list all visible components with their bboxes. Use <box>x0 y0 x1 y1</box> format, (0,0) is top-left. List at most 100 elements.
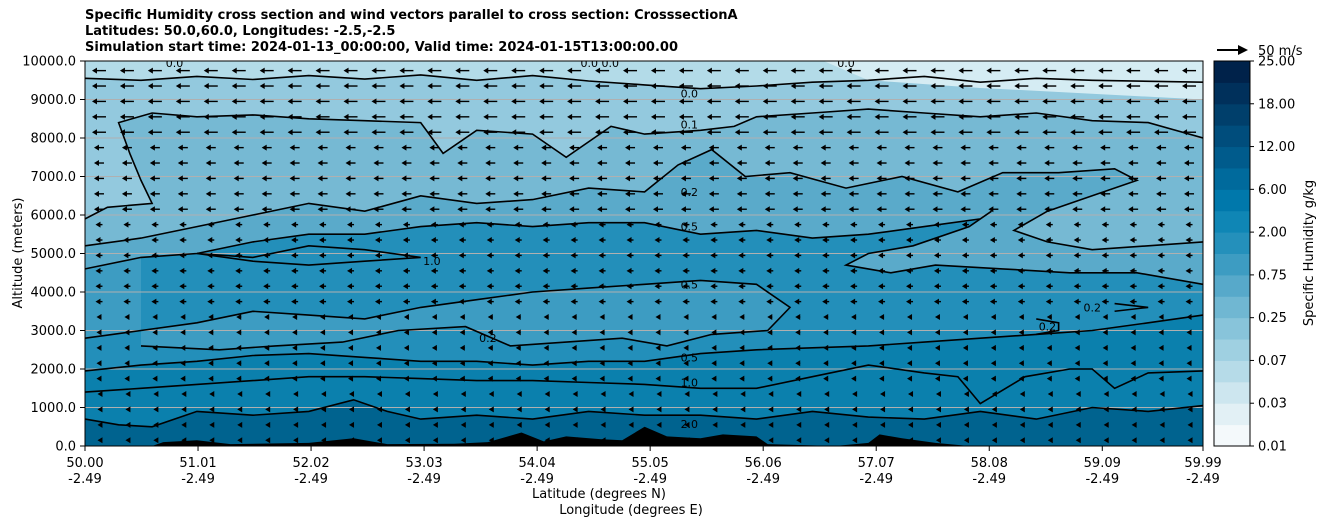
wind-arrow-head <box>430 283 436 290</box>
wind-arrow-head <box>850 267 856 274</box>
wind-arrow-head <box>597 175 603 182</box>
x-tick-lon-0: -2.49 <box>68 472 102 487</box>
wind-arrow <box>878 237 886 244</box>
wind-arrow <box>345 144 356 151</box>
wind-arrow <box>736 175 747 182</box>
wind-arrow <box>373 160 384 167</box>
wind-arrow <box>1129 221 1137 228</box>
wind-arrow-head <box>291 221 297 228</box>
wind-arrow <box>233 190 244 197</box>
wind-arrow-head <box>1126 129 1132 136</box>
wind-arrow-head <box>876 206 882 213</box>
wind-arrow-head <box>878 298 884 305</box>
wind-arrow <box>597 175 608 182</box>
wind-arrow <box>766 237 774 244</box>
wind-arrow-head <box>1101 237 1107 244</box>
wind-arrow <box>486 267 494 274</box>
wind-arrow-head <box>822 252 828 259</box>
wind-arrow <box>625 175 636 182</box>
wind-arrow-head <box>315 129 321 136</box>
wind-arrow-head <box>511 67 517 74</box>
wind-arrow-head <box>236 314 242 321</box>
wind-arrow-head <box>513 175 519 182</box>
wind-arrow-head <box>989 298 995 305</box>
wind-arrow <box>1154 129 1169 136</box>
wind-arrow-head <box>822 237 828 244</box>
wind-arrow <box>822 283 830 290</box>
band-2 <box>85 61 790 350</box>
wind-arrow-head <box>848 206 854 213</box>
wind-arrow <box>1045 221 1053 228</box>
wind-arrow <box>177 190 188 197</box>
wind-arrow-head <box>1070 67 1076 74</box>
wind-arrow-head <box>1182 83 1188 90</box>
wind-arrow <box>513 206 524 213</box>
wind-arrow <box>876 206 887 213</box>
wind-arrow-head <box>486 237 492 244</box>
wind-arrow <box>623 67 638 74</box>
wind-arrow-head <box>989 237 995 244</box>
wind-arrow-head <box>147 129 153 136</box>
wind-arrow-head <box>455 67 461 74</box>
wind-arrow <box>683 314 689 321</box>
wind-arrow <box>374 267 382 274</box>
wind-arrow-head <box>483 113 489 120</box>
wind-arrow-head <box>1070 129 1076 136</box>
wind-arrow <box>598 252 606 259</box>
wind-arrow <box>1182 98 1197 105</box>
wind-arrow <box>682 252 690 259</box>
wind-arrow <box>1045 252 1053 259</box>
wind-arrow <box>762 67 777 74</box>
wind-arrow <box>231 98 246 105</box>
wind-arrow <box>542 298 550 305</box>
wind-arrow-head <box>514 267 520 274</box>
wind-arrow-head <box>876 144 882 151</box>
contour-label-4: 1.0 <box>423 255 441 268</box>
wind-arrow <box>541 160 552 167</box>
wind-arrow-head <box>571 314 577 321</box>
wind-arrow-head <box>1154 129 1160 136</box>
wind-arrow-head <box>233 144 239 151</box>
wind-arrow <box>121 160 132 167</box>
wind-arrow <box>736 190 747 197</box>
wind-arrow <box>986 67 1001 74</box>
wind-arrow-head <box>1014 98 1020 105</box>
wind-arrow <box>1100 206 1111 213</box>
colorbar-segment-8 <box>1214 253 1250 276</box>
wind-arrow <box>1016 175 1027 182</box>
wind-arrow-head <box>764 144 770 151</box>
wind-arrow-head <box>543 314 549 321</box>
wind-arrow-head <box>680 206 686 213</box>
wind-arrow <box>595 67 610 74</box>
wind-arrow-head <box>203 83 209 90</box>
wind-arrow <box>289 144 300 151</box>
wind-arrow <box>151 221 159 228</box>
wind-arrow <box>960 206 971 213</box>
wind-arrow-head <box>429 190 435 197</box>
wind-arrow <box>429 160 440 167</box>
wind-arrow-head <box>652 175 658 182</box>
colorbar-tick-label-1: 0.03 <box>1258 397 1287 412</box>
wind-arrow-head <box>708 206 714 213</box>
wind-arrow <box>514 267 522 274</box>
wind-arrow <box>850 221 858 228</box>
wind-arrow <box>986 129 1001 136</box>
wind-arrow <box>1042 129 1057 136</box>
wind-arrow-head <box>1044 160 1050 167</box>
wind-arrow-head <box>457 144 463 151</box>
wind-arrow <box>231 129 246 136</box>
wind-arrow-head <box>597 144 603 151</box>
wind-arrow-head <box>485 160 491 167</box>
wind-arrow-head <box>904 144 910 151</box>
wind-arrow <box>1126 129 1141 136</box>
wind-arrow-head <box>179 298 185 305</box>
wind-arrow-head <box>710 237 716 244</box>
colorbar-label: Specific Humidity g/kg <box>1302 180 1317 326</box>
wind-arrow <box>1126 98 1141 105</box>
wind-arrow <box>486 252 494 259</box>
wind-arrow <box>203 67 218 74</box>
wind-arrow <box>932 175 943 182</box>
wind-arrow <box>848 160 859 167</box>
colorbar-tick-label-0: 0.01 <box>1258 440 1287 455</box>
wind-arrow <box>399 129 414 136</box>
